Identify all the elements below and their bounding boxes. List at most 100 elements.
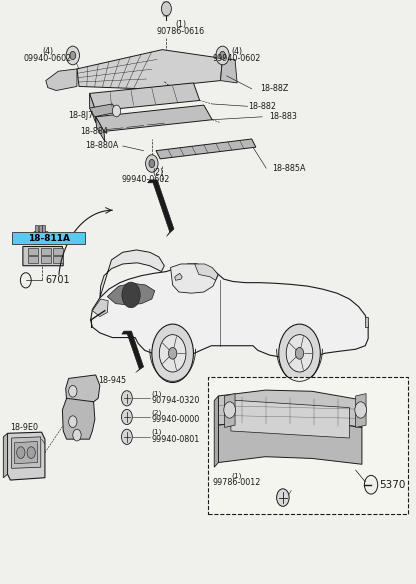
- Polygon shape: [46, 69, 77, 91]
- Circle shape: [121, 429, 132, 444]
- Polygon shape: [34, 232, 49, 244]
- Bar: [12, 232, 85, 244]
- Bar: [28, 256, 38, 263]
- Circle shape: [220, 51, 225, 60]
- Polygon shape: [96, 105, 212, 131]
- Polygon shape: [89, 83, 200, 111]
- Text: 99786-0012: 99786-0012: [213, 478, 261, 488]
- Polygon shape: [77, 50, 223, 89]
- Polygon shape: [175, 273, 182, 280]
- Circle shape: [364, 475, 378, 494]
- Polygon shape: [195, 264, 218, 280]
- Polygon shape: [15, 442, 37, 464]
- Text: 18-9E0: 18-9E0: [10, 423, 38, 432]
- Text: 18-884: 18-884: [79, 127, 108, 136]
- Circle shape: [121, 409, 132, 425]
- Circle shape: [224, 402, 235, 418]
- Circle shape: [279, 324, 320, 383]
- Text: (1): (1): [232, 472, 243, 479]
- Bar: [35, 225, 38, 232]
- Circle shape: [216, 46, 229, 65]
- Circle shape: [121, 391, 132, 406]
- Circle shape: [122, 282, 140, 308]
- Circle shape: [17, 447, 25, 458]
- Text: (1): (1): [152, 390, 162, 397]
- Circle shape: [66, 46, 79, 65]
- Polygon shape: [225, 394, 235, 427]
- Bar: [39, 225, 42, 232]
- Text: 09940-0602: 09940-0602: [24, 54, 72, 64]
- Circle shape: [168, 347, 177, 359]
- Polygon shape: [148, 180, 174, 232]
- Polygon shape: [3, 433, 7, 478]
- Circle shape: [286, 335, 313, 372]
- Polygon shape: [218, 390, 362, 427]
- Text: (2): (2): [152, 168, 164, 178]
- Text: 90786-0616: 90786-0616: [157, 27, 205, 36]
- Polygon shape: [156, 139, 256, 159]
- Polygon shape: [136, 367, 144, 373]
- Polygon shape: [356, 394, 366, 427]
- Text: 18-883: 18-883: [269, 112, 297, 121]
- Polygon shape: [171, 264, 218, 293]
- Text: 18-88Z: 18-88Z: [260, 84, 289, 93]
- Polygon shape: [23, 246, 63, 266]
- Polygon shape: [218, 419, 362, 464]
- Text: 18-882: 18-882: [248, 102, 276, 111]
- Polygon shape: [122, 331, 144, 369]
- Circle shape: [112, 105, 121, 117]
- Bar: [53, 256, 63, 263]
- Bar: [41, 256, 51, 263]
- Polygon shape: [91, 264, 368, 359]
- Text: 18-880A: 18-880A: [85, 141, 119, 151]
- Polygon shape: [100, 250, 164, 298]
- Circle shape: [69, 416, 77, 427]
- Polygon shape: [166, 229, 174, 237]
- Circle shape: [27, 447, 35, 458]
- Polygon shape: [365, 317, 368, 327]
- Text: 90794-0320: 90794-0320: [152, 396, 200, 405]
- Polygon shape: [107, 283, 155, 305]
- Text: (2): (2): [152, 409, 162, 416]
- Circle shape: [69, 385, 77, 397]
- Polygon shape: [12, 437, 41, 468]
- Polygon shape: [96, 117, 105, 141]
- Polygon shape: [62, 398, 95, 439]
- Text: 6701: 6701: [45, 275, 69, 286]
- Text: 99940-0801: 99940-0801: [152, 434, 200, 444]
- Circle shape: [161, 2, 171, 16]
- Text: 5370: 5370: [379, 479, 406, 490]
- Circle shape: [20, 273, 31, 288]
- Polygon shape: [66, 375, 100, 406]
- Circle shape: [146, 155, 158, 172]
- Circle shape: [277, 489, 289, 506]
- Polygon shape: [89, 104, 117, 117]
- Text: 99940-0602: 99940-0602: [213, 54, 261, 64]
- Polygon shape: [89, 93, 96, 123]
- Text: (4): (4): [42, 47, 53, 56]
- Text: 18-811A: 18-811A: [28, 234, 70, 243]
- Text: (1): (1): [176, 20, 186, 29]
- Text: 18-8J7: 18-8J7: [69, 110, 94, 120]
- Circle shape: [295, 347, 304, 359]
- Polygon shape: [231, 400, 349, 438]
- Text: 18-885A: 18-885A: [272, 164, 306, 173]
- Circle shape: [152, 324, 193, 383]
- Text: 18-945: 18-945: [98, 376, 126, 385]
- Bar: [28, 248, 38, 255]
- Bar: [42, 225, 45, 232]
- Bar: [53, 248, 63, 255]
- Text: 99940-0000: 99940-0000: [152, 415, 200, 424]
- Text: (4): (4): [232, 47, 243, 56]
- Bar: [208, 377, 408, 514]
- Polygon shape: [7, 432, 45, 480]
- Text: (1): (1): [152, 429, 162, 436]
- Text: 99940-0602: 99940-0602: [121, 175, 170, 185]
- Bar: [41, 248, 51, 255]
- Circle shape: [70, 51, 76, 60]
- Circle shape: [355, 402, 366, 418]
- Polygon shape: [214, 396, 218, 467]
- Polygon shape: [220, 58, 237, 83]
- Polygon shape: [92, 299, 108, 317]
- Circle shape: [73, 429, 81, 441]
